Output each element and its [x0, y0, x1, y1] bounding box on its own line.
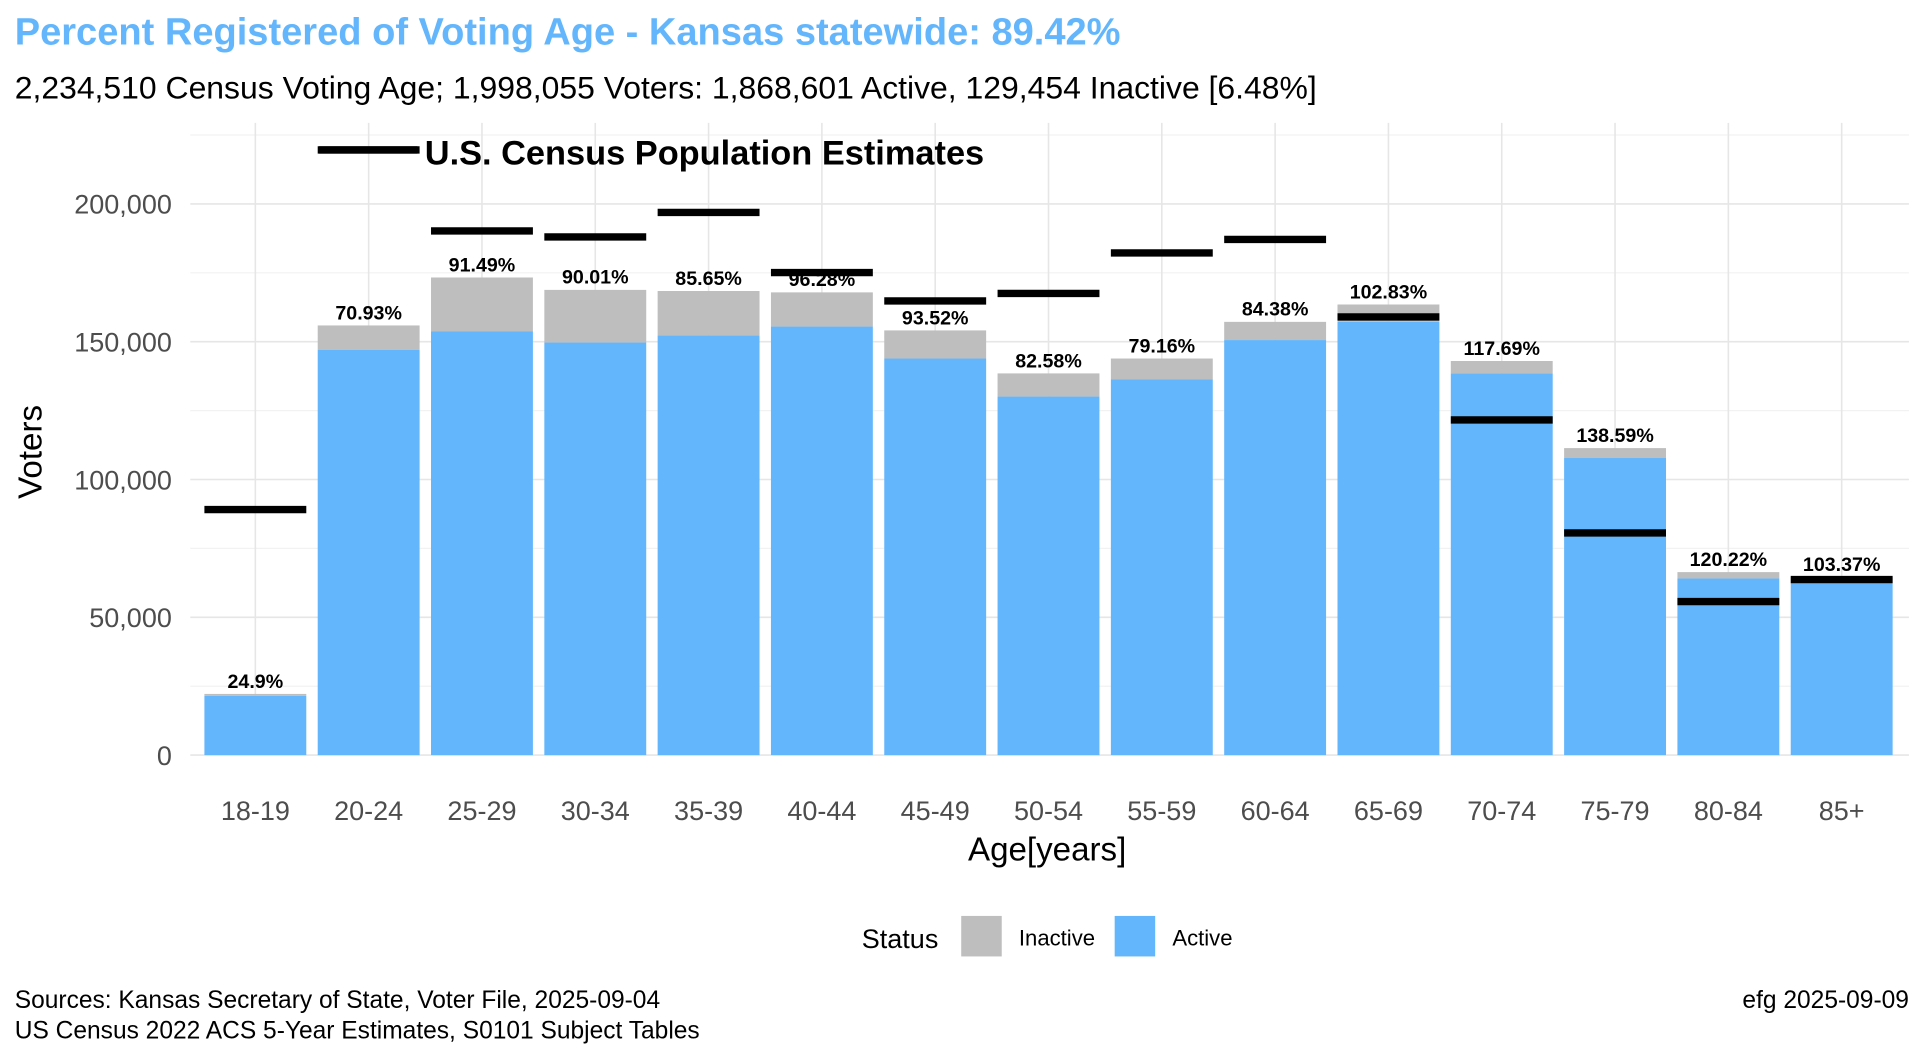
- percent-label-50-54: 82.58%: [1015, 350, 1082, 372]
- x-tick-label: 60-64: [1241, 796, 1310, 826]
- sources-line-1: Sources: Kansas Secretary of State, Vote…: [15, 987, 660, 1014]
- bars: 24.9% 70.93% 91.49% 90.01% 85.65% 96.28% 93.52…: [204, 146, 1893, 756]
- y-axis-ticks: 0 50,000 100,000 150,000 200,000: [74, 190, 172, 771]
- bar-inactive-25-29: [431, 277, 533, 332]
- percent-label-70-74: 117.69%: [1464, 338, 1540, 360]
- bar-inactive-75-79: [1564, 448, 1667, 459]
- bar-inactive-45-49: [884, 330, 987, 359]
- x-tick-label: 30-34: [561, 796, 630, 826]
- bar-active-85+: [1790, 583, 1893, 756]
- bar-inactive-55-59: [1110, 358, 1213, 380]
- chart-subtitle: 2,234,510 Census Voting Age; 1,998,055 V…: [15, 69, 1317, 105]
- chart-title: Percent Registered of Voting Age - Kansa…: [15, 11, 1121, 53]
- bar-active-35-39: [657, 335, 760, 756]
- percent-label-25-29: 91.49%: [449, 254, 516, 276]
- legend-swatch-inactive: [961, 915, 1002, 957]
- percent-label-40-44: 96.28%: [789, 269, 856, 291]
- x-tick-label: 45-49: [901, 796, 970, 826]
- legend-swatch-active: [1114, 915, 1156, 957]
- percent-label-60-64: 84.38%: [1242, 299, 1309, 321]
- bar-active-80-84: [1677, 578, 1780, 756]
- percent-label-30-34: 90.01%: [562, 267, 629, 289]
- bar-inactive-80-84: [1677, 572, 1780, 579]
- x-axis-ticks: 18-19 20-24 25-29 30-34 35-39 40-44 45-49 50-54…: [221, 796, 1865, 826]
- y-tick-label: 0: [157, 741, 172, 771]
- bar-active-25-29: [431, 331, 533, 756]
- bar-active-45-49: [884, 358, 987, 756]
- percent-label-55-59: 79.16%: [1129, 335, 1196, 357]
- percent-label-85+: 103.37%: [1803, 554, 1880, 576]
- bar-inactive-35-39: [657, 290, 760, 336]
- y-tick-label: 150,000: [74, 328, 172, 358]
- x-tick-label: 50-54: [1014, 796, 1083, 826]
- x-tick-label: 65-69: [1354, 796, 1423, 826]
- x-tick-label: 70-74: [1467, 796, 1536, 826]
- census-legend-label: U.S. Census Population Estimates: [425, 135, 984, 173]
- bar-inactive-30-34: [544, 289, 647, 343]
- x-tick-label: 20-24: [334, 796, 403, 826]
- y-axis-label: Voters: [13, 405, 50, 499]
- x-tick-label: 18-19: [221, 796, 290, 826]
- percent-label-45-49: 93.52%: [902, 307, 969, 329]
- sources-line-2: US Census 2022 ACS 5-Year Estimates, S01…: [15, 1018, 700, 1045]
- bar-active-30-34: [544, 342, 647, 756]
- credit: efg 2025-09-09: [1742, 987, 1909, 1014]
- x-tick-label: 35-39: [674, 796, 743, 826]
- percent-label-18-19: 24.9%: [228, 671, 284, 693]
- bar-active-75-79: [1564, 458, 1667, 756]
- bar-inactive-60-64: [1224, 321, 1327, 341]
- legend-label-inactive: Inactive: [1019, 925, 1095, 950]
- bar-active-20-24: [317, 349, 420, 756]
- y-tick-label: 200,000: [74, 190, 172, 220]
- bar-inactive-18-19: [204, 693, 307, 696]
- percent-label-80-84: 120.22%: [1690, 549, 1767, 571]
- bar-active-50-54: [997, 396, 1100, 756]
- percent-label-35-39: 85.65%: [675, 268, 742, 290]
- bar-inactive-40-44: [770, 292, 873, 327]
- bar-active-18-19: [204, 695, 307, 756]
- y-tick-label: 100,000: [74, 465, 172, 495]
- bar-active-70-74: [1450, 373, 1553, 756]
- x-tick-label: 40-44: [787, 796, 856, 826]
- x-tick-label: 75-79: [1581, 796, 1650, 826]
- bar-active-65-69: [1337, 321, 1440, 756]
- bar-active-60-64: [1224, 340, 1327, 756]
- bar-active-40-44: [770, 326, 873, 756]
- percent-label-65-69: 102.83%: [1350, 281, 1427, 303]
- x-axis-label: Age[years]: [968, 832, 1126, 869]
- legend-label-active: Active: [1172, 925, 1232, 950]
- percent-label-75-79: 138.59%: [1576, 425, 1653, 447]
- percent-label-20-24: 70.93%: [335, 302, 402, 324]
- bar-inactive-20-24: [317, 325, 420, 350]
- legend-title: Status: [862, 924, 939, 954]
- legend: Status Inactive Active: [862, 915, 1233, 957]
- y-tick-label: 50,000: [89, 603, 172, 633]
- x-tick-label: 80-84: [1694, 796, 1763, 826]
- x-tick-label: 85+: [1819, 796, 1865, 826]
- x-tick-label: 55-59: [1127, 796, 1196, 826]
- bar-inactive-50-54: [997, 373, 1100, 397]
- x-tick-label: 25-29: [447, 796, 516, 826]
- bar-active-55-59: [1110, 379, 1213, 756]
- bar-inactive-70-74: [1450, 361, 1553, 374]
